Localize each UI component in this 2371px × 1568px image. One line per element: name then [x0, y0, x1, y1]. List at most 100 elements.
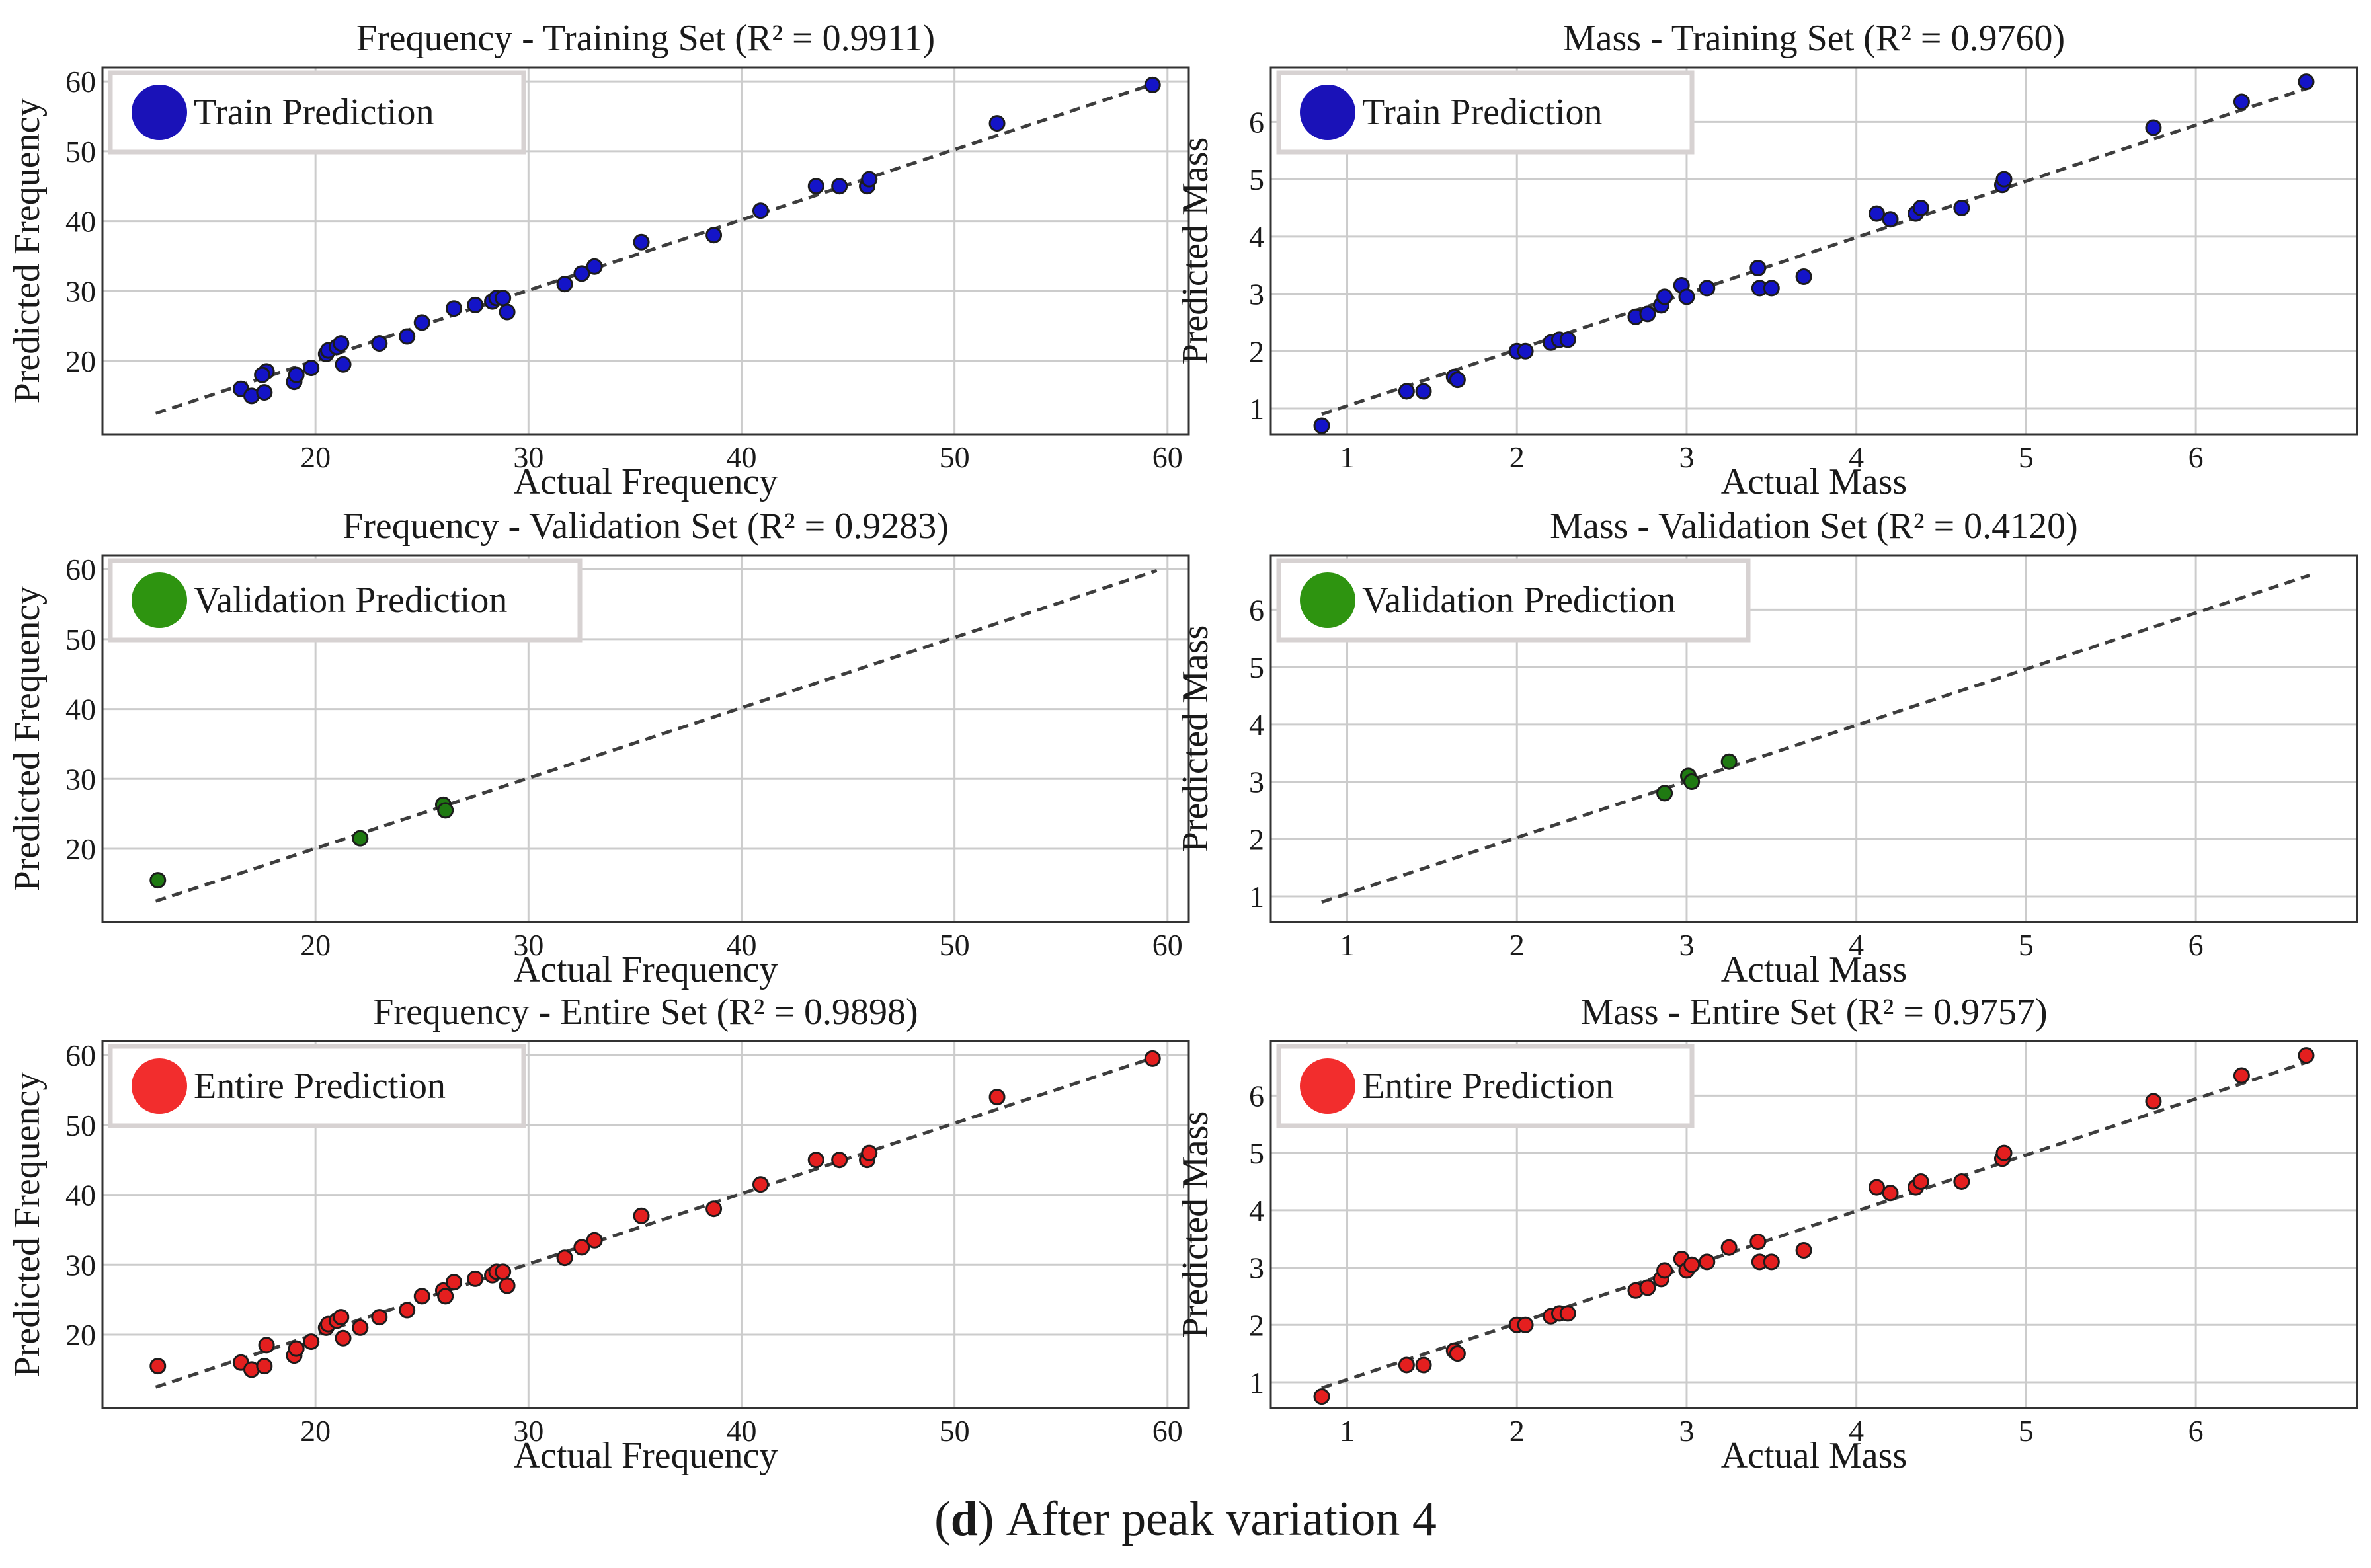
data-point	[1449, 1345, 1466, 1362]
x-tick-label: 20	[300, 440, 331, 474]
data-point	[1678, 288, 1695, 305]
data-point	[861, 1144, 878, 1161]
data-point	[399, 328, 416, 345]
y-tick-label: 5	[1249, 650, 1264, 684]
data-point	[335, 356, 352, 373]
y-tick-label: 20	[65, 344, 96, 378]
legend-box	[108, 558, 583, 643]
identity-fit-line	[1321, 85, 2310, 416]
x-tick-label: 30	[513, 1414, 543, 1448]
data-point	[752, 1176, 769, 1193]
y-tick-label: 5	[1249, 1136, 1264, 1170]
chart-title: Frequency - Entire Set (R² = 0.9898)	[373, 992, 918, 1033]
data-point	[335, 1329, 352, 1347]
chart-panel-3: 20 30 40 50 60 20 30 40 50 60 Frequency - Validati…	[7, 506, 1190, 990]
y-tick-label: 6	[1249, 105, 1264, 139]
y-tick-label: 5	[1249, 163, 1264, 196]
data-point	[1656, 1262, 1673, 1279]
data-point	[1882, 211, 1899, 228]
caption: (d) After peak variation 4	[934, 1492, 1437, 1546]
data-point	[831, 178, 848, 195]
data-point	[1415, 383, 1432, 400]
data-point	[399, 1302, 416, 1319]
data-point	[467, 296, 484, 313]
data-point	[861, 171, 878, 188]
data-point	[149, 872, 167, 889]
legend: Entire Prediction	[108, 1044, 526, 1128]
y-tick-label: 20	[65, 1318, 96, 1352]
data-point	[586, 1232, 603, 1249]
data-point	[556, 1249, 573, 1267]
y-tick-label: 50	[65, 135, 96, 169]
y-tick-label: 4	[1249, 220, 1264, 254]
data-point	[256, 384, 273, 401]
chart-title: Mass - Entire Set (R² = 0.9757)	[1580, 992, 2047, 1033]
y-tick-label: 40	[65, 693, 96, 726]
y-tick-label: 1	[1249, 880, 1264, 914]
data-point	[633, 1207, 650, 1224]
legend-marker	[1300, 85, 1355, 140]
y-tick-label: 40	[65, 1179, 96, 1212]
x-tick-label: 2	[1509, 928, 1525, 962]
data-point	[2298, 73, 2315, 91]
y-axis-label: Predicted Mass	[1175, 1111, 1216, 1339]
x-tick-label: 3	[1679, 440, 1694, 474]
data-point	[1749, 260, 1767, 277]
data-point	[1912, 199, 1929, 216]
chart-title: Frequency - Validation Set (R² = 0.9283)	[342, 506, 949, 547]
data-point	[437, 802, 454, 819]
y-tick-label: 3	[1249, 765, 1264, 799]
x-tick-label: 6	[2189, 1414, 2204, 1448]
chart-panels: 20 30 40 50 60 20 30 40 50 60 Frequency - Training…	[7, 18, 2358, 1476]
data-point	[1953, 1173, 1970, 1190]
chart-panel-1: 20 30 40 50 60 20 30 40 50 60 Frequency - Training…	[7, 18, 1190, 502]
x-tick-label: 60	[1152, 928, 1183, 962]
chart-title: Mass - Training Set (R² = 0.9760)	[1563, 18, 2065, 59]
legend-label: Train Prediction	[194, 92, 434, 133]
y-tick-label: 50	[65, 623, 96, 656]
x-tick-label: 2	[1509, 440, 1525, 474]
data-point	[2298, 1047, 2315, 1064]
y-tick-label: 40	[65, 205, 96, 239]
data-point	[258, 1337, 275, 1354]
identity-fit-line	[1321, 573, 2310, 904]
legend-label: Train Prediction	[1362, 92, 1602, 133]
x-tick-label: 1	[1340, 928, 1355, 962]
caption-close: )	[978, 1492, 994, 1546]
data-point	[256, 1358, 273, 1375]
data-point	[288, 366, 305, 383]
data-point	[1398, 383, 1415, 400]
data-point	[705, 1200, 723, 1218]
y-axis-label: Predicted Mass	[1175, 137, 1216, 365]
data-point	[1683, 1256, 1701, 1273]
data-point	[1795, 1242, 1812, 1259]
data-point	[1415, 1356, 1432, 1374]
data-point	[303, 1333, 320, 1351]
data-point	[288, 1340, 305, 1357]
y-tick-label: 2	[1249, 1308, 1264, 1342]
data-point	[1868, 1179, 1885, 1196]
caption-open: (	[934, 1492, 951, 1546]
x-axis-label: Actual Mass	[1721, 1435, 1908, 1476]
y-tick-label: 3	[1249, 1251, 1264, 1285]
legend: Validation Prediction	[1276, 558, 1751, 643]
data-point	[752, 202, 769, 219]
data-point	[1517, 342, 1534, 360]
legend-marker	[132, 1058, 187, 1114]
y-tick-label: 1	[1249, 392, 1264, 426]
data-point	[2233, 93, 2250, 110]
y-tick-label: 20	[65, 832, 96, 866]
data-point	[446, 1274, 463, 1291]
data-point	[495, 290, 512, 307]
data-point	[1720, 753, 1738, 770]
data-point	[1699, 280, 1716, 297]
data-point	[2145, 1093, 2162, 1110]
y-tick-label: 50	[65, 1109, 96, 1142]
data-point	[1749, 1234, 1767, 1251]
legend-label: Entire Prediction	[1362, 1066, 1614, 1107]
x-tick-label: 60	[1152, 1414, 1183, 1448]
data-point	[1882, 1185, 1899, 1202]
x-tick-label: 40	[726, 1414, 756, 1448]
plot-frame	[1269, 554, 2358, 923]
